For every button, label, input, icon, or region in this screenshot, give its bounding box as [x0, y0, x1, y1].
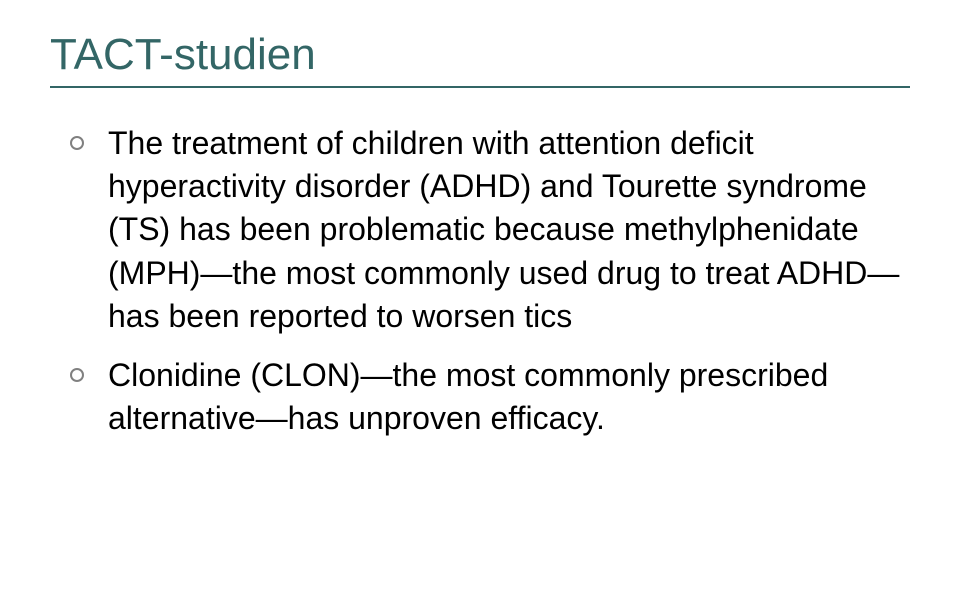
title-underline: TACT-studien: [50, 30, 910, 88]
list-item: The treatment of children with attention…: [70, 122, 910, 338]
bullet-list: The treatment of children with attention…: [50, 122, 910, 440]
slide-title: TACT-studien: [50, 30, 910, 80]
list-item: Clonidine (CLON)—the most commonly presc…: [70, 354, 910, 440]
slide: TACT-studien The treatment of children w…: [0, 0, 960, 605]
